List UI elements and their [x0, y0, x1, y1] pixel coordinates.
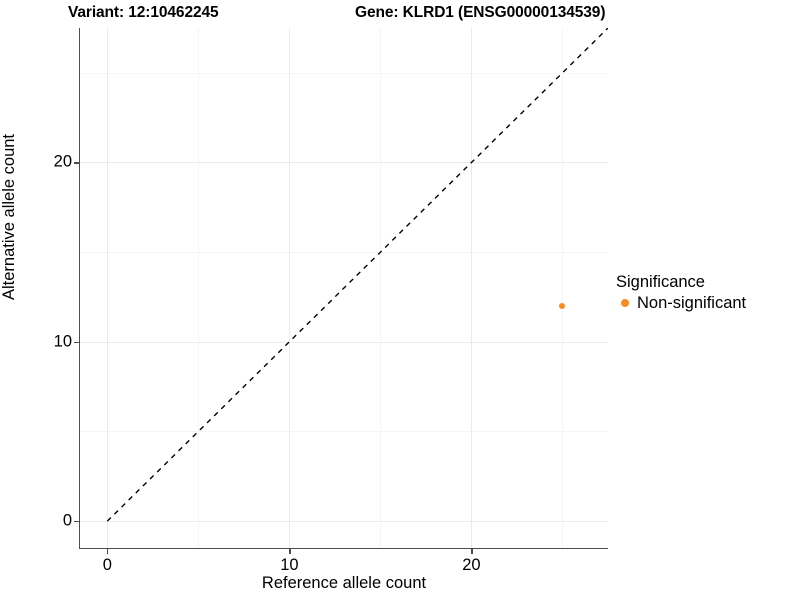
y-axis-tick-label: 0	[62, 511, 72, 530]
data-point[interactable]	[559, 302, 566, 309]
y-axis-tick	[74, 341, 79, 343]
x-gridline-major	[107, 28, 109, 548]
x-axis-tick	[471, 549, 473, 554]
x-gridline-minor	[198, 28, 200, 548]
figure-title-row: Variant: 12:10462245 Gene: KLRD1 (ENSG00…	[0, 4, 800, 26]
variant-title: Variant: 12:10462245	[68, 4, 219, 21]
x-axis-tick	[107, 549, 109, 554]
y-axis-tick	[74, 521, 79, 523]
y-axis-tick-label: 10	[53, 332, 72, 351]
x-axis-tick-label: 0	[102, 556, 112, 574]
legend-title: Significance	[616, 273, 705, 291]
x-axis-tick-label: 10	[280, 556, 299, 574]
x-gridline-minor	[380, 28, 382, 548]
y-gridline-major	[80, 521, 608, 523]
y-gridline-minor	[80, 72, 608, 74]
y-gridline-minor	[80, 431, 608, 433]
y-gridline-minor	[80, 252, 608, 254]
filled-circle-icon	[616, 294, 634, 312]
x-gridline-major	[471, 28, 473, 548]
x-gridline-major	[289, 28, 291, 548]
x-axis-tick-label: 20	[462, 556, 481, 574]
x-gridline-minor	[562, 28, 564, 548]
y-axis-line	[79, 28, 81, 549]
y-axis-title: Alternative allele count	[0, 133, 18, 300]
legend: Significance Non-significant	[616, 272, 798, 313]
identity-reference-line	[106, 28, 608, 522]
x-axis-tick	[289, 549, 291, 554]
legend-entries: Non-significant	[616, 293, 798, 313]
legend-item-label: Non-significant	[637, 294, 747, 312]
legend-item[interactable]: Non-significant	[616, 293, 798, 313]
y-axis-tick	[74, 162, 79, 164]
y-axis-tick-label: 20	[53, 152, 72, 171]
plot-panel	[80, 28, 608, 548]
y-gridline-major	[80, 341, 608, 343]
gene-title: Gene: KLRD1 (ENSG00000134539)	[355, 4, 606, 21]
x-axis-title: Reference allele count	[261, 574, 427, 592]
y-gridline-major	[80, 162, 608, 164]
x-axis-line	[80, 547, 608, 549]
